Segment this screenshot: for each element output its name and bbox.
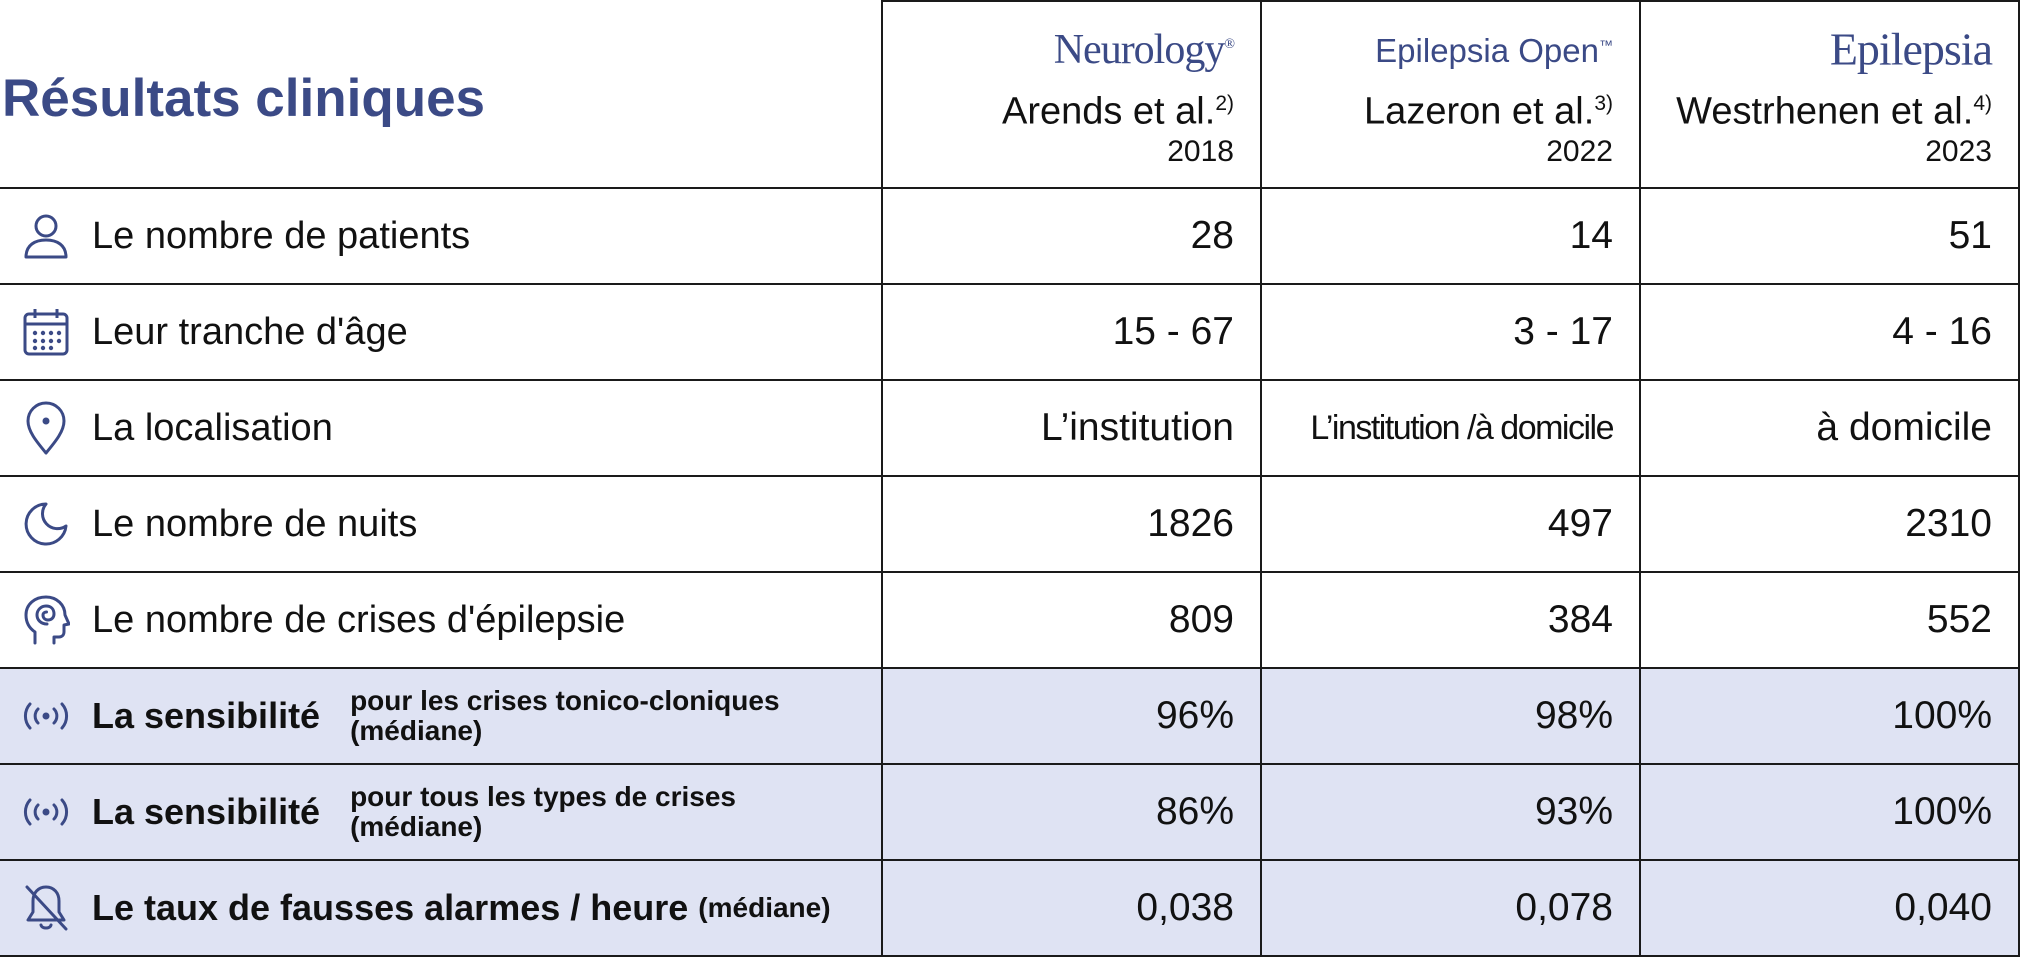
study-header-1: Neurology® Arends et al.2) 2018 <box>881 0 1262 189</box>
calendar-icon <box>0 307 92 357</box>
value-cell: 384 <box>1260 571 1641 669</box>
row-label-suffix: (médiane) <box>698 892 831 923</box>
row-label: La localisation <box>92 406 333 449</box>
row-label: Leur tranche d'âge <box>92 310 408 353</box>
study-year: 2023 <box>1925 135 1992 169</box>
value-cell: 93% <box>1260 763 1641 861</box>
row-sensitivity-all-types: La sensibilité pour tous les types de cr… <box>0 763 2020 861</box>
row-label: Le taux de fausses alarmes / heure <box>92 887 689 928</box>
row-sublabel: pour les crises tonico-cloniques (médiane… <box>350 685 780 746</box>
row-age-range: Leur tranche d'âge 15 - 67 3 - 17 4 - 16 <box>0 283 2020 381</box>
value-cell: 4 - 16 <box>1639 283 2020 381</box>
row-label-cell: Le nombre de patients <box>0 187 883 285</box>
row-label-cell: La sensibilité pour les crises tonico-cl… <box>0 667 883 765</box>
row-sublabel: pour tous les types de crises (médiane) <box>350 781 736 842</box>
study-header-2: Epilepsia Open™ Lazeron et al.3) 2022 <box>1260 0 1641 189</box>
value-cell: 86% <box>881 763 1262 861</box>
value-cell: 100% <box>1639 667 2020 765</box>
row-sensitivity-tonic-clonic: La sensibilité pour les crises tonico-cl… <box>0 667 2020 765</box>
value-cell: 98% <box>1260 667 1641 765</box>
row-label: La sensibilité <box>92 791 321 832</box>
value-cell: 1826 <box>881 475 1262 573</box>
row-patients: Le nombre de patients 28 14 51 <box>0 187 2020 285</box>
broadcast-icon <box>0 701 92 731</box>
row-label-cell: La sensibilité pour tous les types de cr… <box>0 763 883 861</box>
row-label: Le nombre de crises d'épilepsie <box>92 598 626 641</box>
value-cell: 51 <box>1639 187 2020 285</box>
header-row: Résultats cliniques Neurology® Arends et… <box>0 0 2020 189</box>
value-cell: 0,038 <box>881 859 1262 957</box>
value-cell: 0,078 <box>1260 859 1641 957</box>
value-cell: 15 - 67 <box>881 283 1262 381</box>
value-cell: 3 - 17 <box>1260 283 1641 381</box>
value-cell: 14 <box>1260 187 1641 285</box>
value-cell: 552 <box>1639 571 2020 669</box>
journal-logo-neurology: Neurology® <box>1053 26 1235 73</box>
value-cell: 0,040 <box>1639 859 2020 957</box>
value-cell: 100% <box>1639 763 2020 861</box>
person-icon <box>0 211 92 261</box>
row-nights: Le nombre de nuits 1826 497 2310 <box>0 475 2020 573</box>
row-label-cell: Le nombre de nuits <box>0 475 883 573</box>
value-cell: 2310 <box>1639 475 2020 573</box>
row-label: Le nombre de patients <box>92 214 471 257</box>
reference-number: 2) <box>1215 91 1234 115</box>
head-brain-icon <box>0 594 92 646</box>
row-seizures: Le nombre de crises d'épilepsie 809 384 … <box>0 571 2020 669</box>
value-cell: à domicile <box>1639 379 2020 477</box>
value-cell: 809 <box>881 571 1262 669</box>
row-location: La localisation L’institution L’institut… <box>0 379 2020 477</box>
broadcast-icon <box>0 797 92 827</box>
row-label: Le nombre de nuits <box>92 502 418 545</box>
row-label-cell: Le nombre de crises d'épilepsie <box>0 571 883 669</box>
value-cell: 28 <box>881 187 1262 285</box>
row-label-cell: La localisation <box>0 379 883 477</box>
row-false-alarm-rate: Le taux de fausses alarmes / heure (médi… <box>0 859 2020 957</box>
reference-number: 4) <box>1973 91 1992 115</box>
row-label-cell: Le taux de fausses alarmes / heure (médi… <box>0 859 883 957</box>
study-author: Arends et al.2) <box>1001 90 1234 133</box>
location-pin-icon <box>0 400 92 456</box>
journal-logo-epilepsia-open: Epilepsia Open™ <box>1375 31 1613 69</box>
value-cell: 96% <box>881 667 1262 765</box>
bell-off-icon <box>0 883 92 933</box>
study-year: 2022 <box>1546 135 1613 169</box>
journal-logo-epilepsia: Epilepsia <box>1829 23 1993 74</box>
study-author: Lazeron et al.3) <box>1364 90 1613 133</box>
study-author: Westrhenen et al.4) <box>1676 90 1992 133</box>
row-label: La sensibilité <box>92 695 321 736</box>
reference-number: 3) <box>1594 91 1613 115</box>
value-cell: L’institution <box>881 379 1262 477</box>
value-cell: L’institution /à domicile <box>1260 379 1641 477</box>
moon-icon <box>0 500 92 548</box>
page-title: Résultats cliniques <box>2 68 486 128</box>
value-cell: 497 <box>1260 475 1641 573</box>
row-label-cell: Leur tranche d'âge <box>0 283 883 381</box>
study-header-3: Epilepsia Westrhenen et al.4) 2023 <box>1639 0 2020 189</box>
title-cell: Résultats cliniques <box>0 1 883 189</box>
study-year: 2018 <box>1167 135 1234 169</box>
